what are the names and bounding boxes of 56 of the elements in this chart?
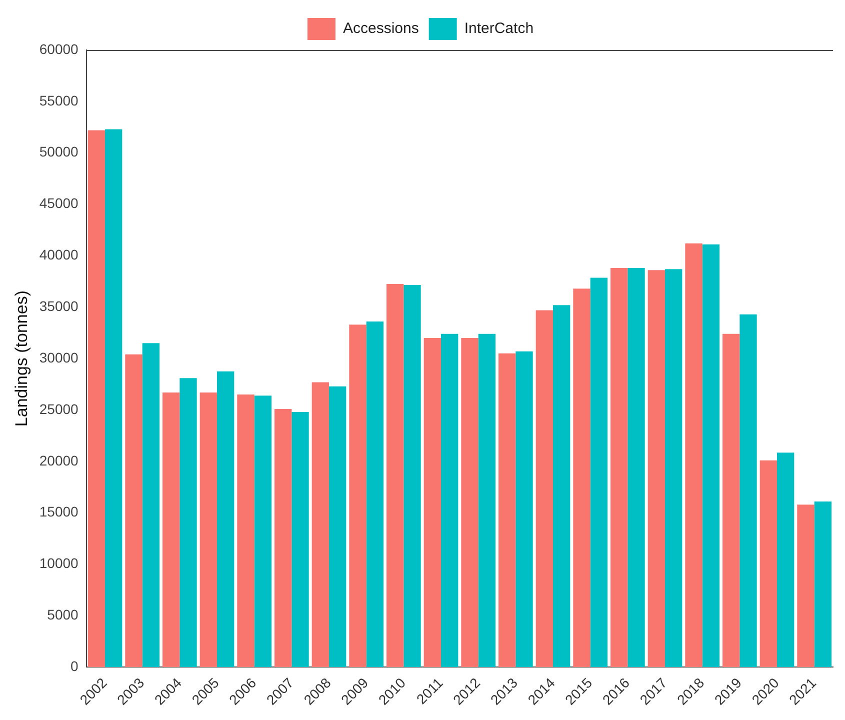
bar [125,354,142,668]
bar [628,268,645,668]
y-tick-label: 25000 [39,400,79,417]
bar [237,394,254,668]
bar [797,504,814,668]
y-tick-label: 45000 [39,195,79,212]
bar [722,334,740,668]
bar [180,378,197,668]
bar [200,392,217,668]
bar [424,338,441,668]
bar [404,285,421,668]
legend-label: InterCatch [464,20,534,38]
bar [312,382,329,668]
bar [349,324,366,668]
y-tick-label: 55000 [39,92,79,108]
bar [498,353,516,668]
y-tick-label: 30000 [39,349,79,366]
bar [516,351,533,668]
y-axis-title: Landings (tonnes) [12,290,31,427]
bar [648,270,665,668]
bar [386,284,404,668]
bar [702,244,720,668]
y-tick-label: 5000 [47,606,79,623]
bar [217,371,234,668]
bar [536,310,553,668]
y-tick-label: 60000 [39,40,79,57]
bar [254,396,272,668]
bar [740,314,757,668]
bar [274,408,292,668]
bar [610,268,628,668]
y-tick-label: 15000 [39,504,79,520]
bar [777,452,794,668]
bar [760,460,777,668]
bar [461,338,478,668]
y-tick-label: 35000 [39,298,79,314]
bar [292,412,309,668]
bar [814,502,832,668]
bar [162,392,180,668]
bar [88,130,105,668]
bar [366,322,384,668]
legend-label: Accessions [342,20,419,38]
bar [553,305,570,668]
bar [478,334,496,668]
y-tick-label: 40000 [39,246,79,263]
bar [329,386,346,668]
bar [573,288,590,668]
bar [441,334,458,668]
y-tick-label: 0 [70,658,79,674]
bar [590,278,608,668]
bar [105,129,122,668]
bar [685,243,702,668]
bar [665,269,682,668]
bar [142,343,160,668]
y-tick-label: 20000 [39,452,79,468]
y-tick-label: 50000 [39,144,79,160]
y-tick-label: 10000 [39,555,79,572]
